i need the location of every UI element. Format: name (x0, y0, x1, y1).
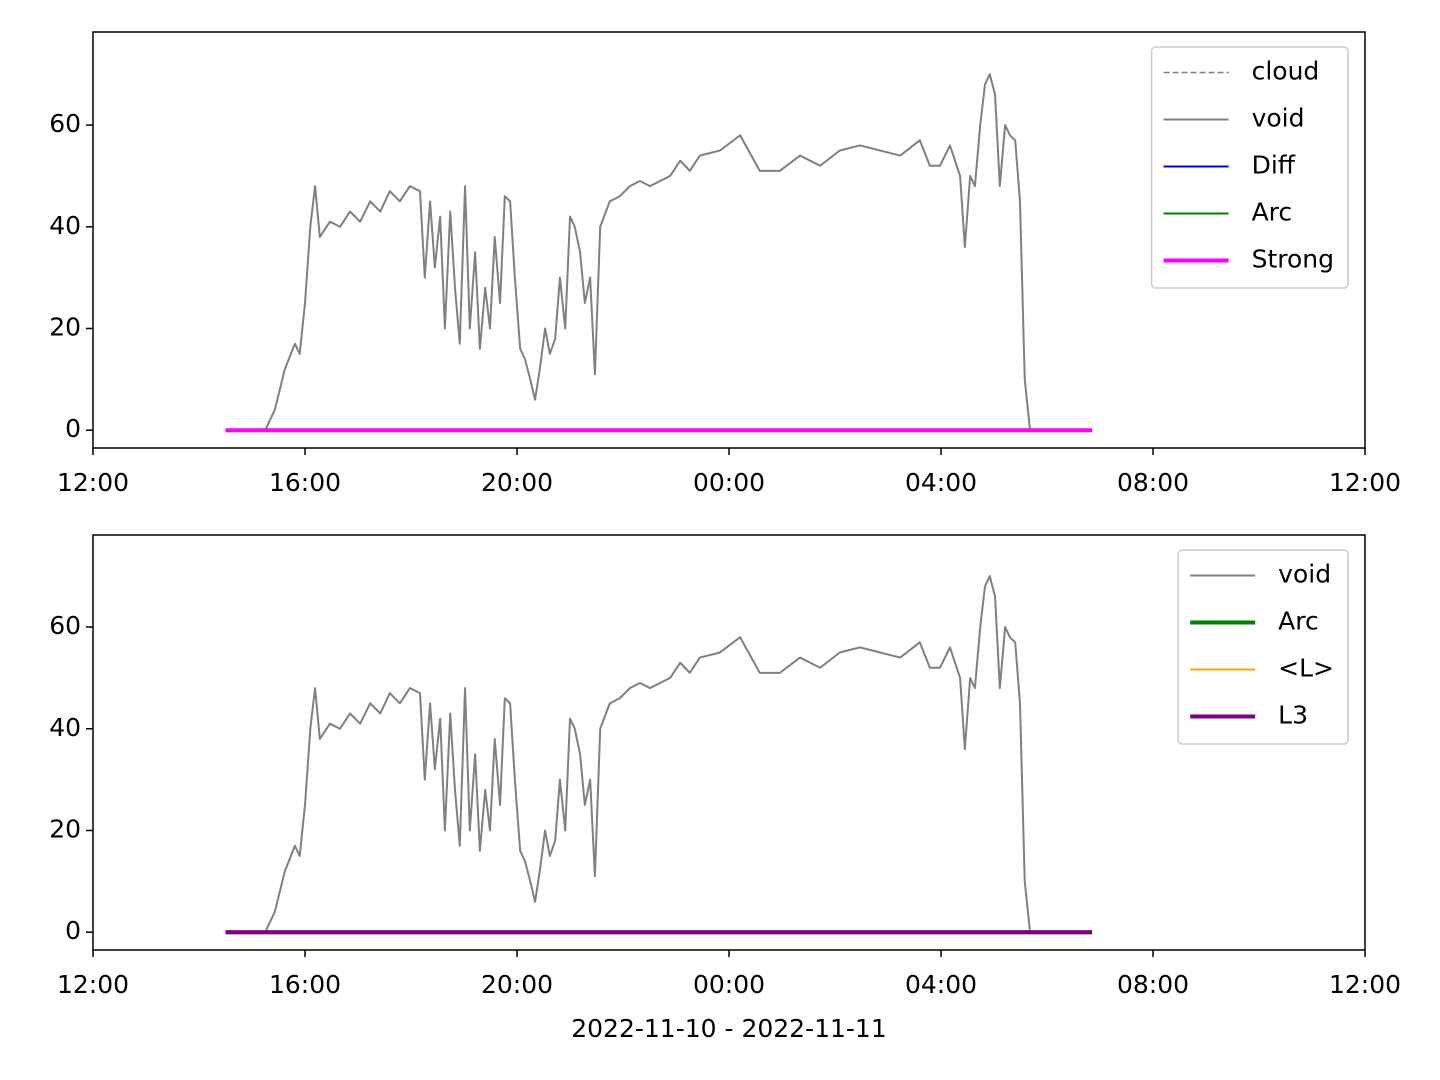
x-tick-label: 08:00 (1117, 970, 1189, 999)
x-axis-label: 2022-11-10 - 2022-11-11 (571, 1014, 887, 1043)
x-tick-label: 04:00 (905, 970, 977, 999)
x-tick-label: 12:00 (57, 468, 129, 497)
x-tick-label: 16:00 (269, 468, 341, 497)
subplot: 0 20 40 60 12:00 16:00 20:00 00:00 04:00 08:00 12:… (49, 534, 1401, 1043)
y-tick-label: 0 (65, 414, 81, 443)
x-tick-label: 00:00 (693, 970, 765, 999)
legend: void Arc <L> L3 (1177, 549, 1349, 745)
y-tick-label: 20 (49, 814, 81, 843)
legend-label: Strong (1252, 245, 1334, 274)
x-tick-label: 16:00 (269, 970, 341, 999)
axes-frame (92, 534, 1366, 951)
y-tick-label: 40 (49, 713, 81, 742)
y-tick-label: 60 (49, 611, 81, 640)
legend-label: Diff (1252, 151, 1296, 180)
y-tick-label: 40 (49, 211, 81, 240)
x-tick-label: 08:00 (1117, 468, 1189, 497)
data-line (264, 575, 1032, 933)
subplot: 0 20 40 60 12:00 16:00 20:00 00:00 04:00 08:00 12:… (49, 31, 1401, 497)
x-tick-label: 12:00 (1329, 970, 1401, 999)
legend-label: cloud (1252, 57, 1320, 86)
legend: cloud void Diff Arc Strong (1150, 46, 1349, 289)
legend-label: Arc (1252, 198, 1293, 227)
legend-label: <L> (1278, 654, 1334, 683)
y-tick-label: 60 (49, 109, 81, 138)
legend-frame (1177, 549, 1349, 745)
y-tick-label: 20 (49, 312, 81, 341)
legend-label: void (1278, 560, 1331, 589)
legend-label: Arc (1278, 607, 1319, 636)
legend-frame (1150, 46, 1349, 289)
x-tick-label: 04:00 (905, 468, 977, 497)
legend-label: void (1252, 104, 1305, 133)
y-tick-label: 0 (65, 916, 81, 945)
data-line (264, 73, 1032, 431)
legend-label: L3 (1278, 701, 1308, 730)
x-tick-label: 12:00 (1329, 468, 1401, 497)
x-tick-label: 00:00 (693, 468, 765, 497)
x-tick-label: 12:00 (57, 970, 129, 999)
x-tick-label: 20:00 (481, 970, 553, 999)
x-tick-label: 20:00 (481, 468, 553, 497)
